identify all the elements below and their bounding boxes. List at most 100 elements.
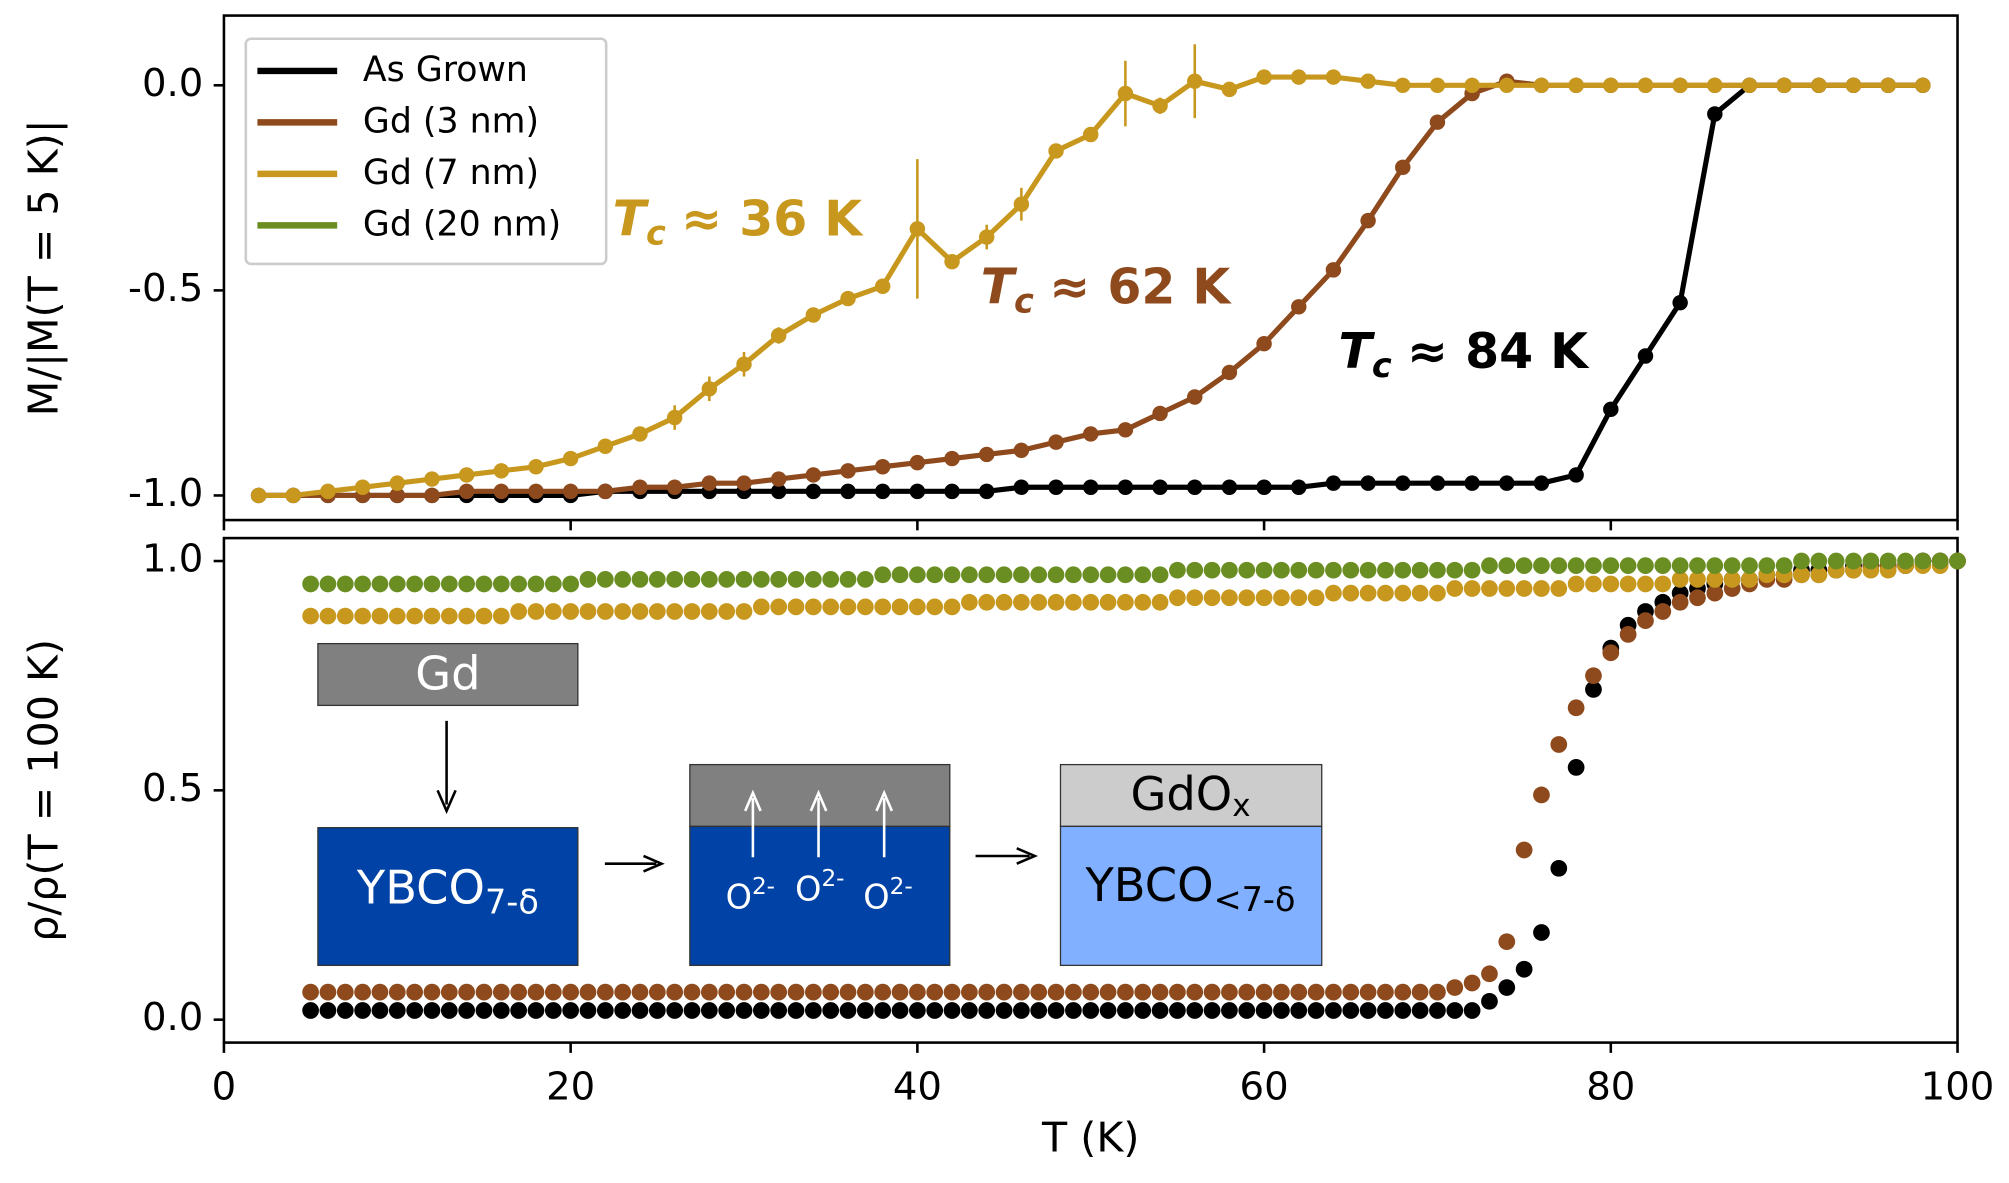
tc-annotation: Tc ≈ 84 K — [1338, 323, 1590, 385]
data-point — [1914, 552, 1932, 570]
y-tick-label: -0.5 — [128, 266, 203, 311]
data-point — [1082, 1002, 1100, 1019]
data-point — [631, 603, 649, 620]
data-point — [1672, 77, 1688, 94]
data-point — [1169, 589, 1186, 607]
data-point — [1810, 566, 1828, 584]
data-point — [995, 593, 1013, 611]
data-point — [1931, 552, 1949, 570]
legend-label: Gd (20 nm) — [363, 204, 561, 244]
data-point — [614, 1002, 632, 1019]
ion-label: O2- — [726, 873, 775, 916]
data-point — [840, 463, 856, 479]
data-point — [1047, 566, 1065, 584]
data-point — [700, 983, 718, 1001]
data-point — [926, 1002, 944, 1019]
data-point — [371, 607, 389, 625]
data-point — [354, 1002, 371, 1019]
data-point — [874, 459, 891, 475]
data-point — [943, 598, 961, 616]
data-point — [250, 487, 267, 504]
data-point — [1134, 983, 1152, 1001]
tc-annotation: Tc ≈ 36 K — [613, 190, 865, 252]
data-point — [1533, 557, 1550, 574]
data-point — [1897, 552, 1914, 570]
data-point — [701, 475, 718, 491]
data-point — [1030, 983, 1048, 1001]
data-point — [1775, 557, 1793, 574]
data-point — [527, 1002, 545, 1019]
data-point — [424, 471, 440, 487]
data-point — [736, 475, 752, 491]
data-point — [1047, 593, 1065, 611]
data-point — [614, 983, 632, 1001]
data-point — [1654, 575, 1672, 593]
data-point — [752, 598, 770, 616]
ion-label: O2- — [863, 873, 912, 916]
cap-label: GdOx — [1130, 766, 1250, 823]
data-point — [1359, 1002, 1377, 1019]
data-point — [944, 450, 960, 467]
data-point — [319, 575, 337, 593]
data-point — [302, 575, 319, 593]
data-point — [1221, 561, 1238, 579]
data-point — [389, 475, 406, 491]
data-point — [1013, 983, 1030, 1001]
x-tick-label: 80 — [1586, 1064, 1635, 1109]
data-point — [752, 1002, 770, 1019]
data-point — [1637, 575, 1654, 593]
data-point — [406, 1002, 423, 1019]
data-point — [683, 1002, 701, 1019]
data-point — [700, 1002, 718, 1019]
data-point — [1550, 580, 1568, 597]
data-point — [856, 598, 874, 616]
data-point — [320, 483, 336, 500]
data-point — [804, 1002, 822, 1019]
data-point — [805, 307, 822, 323]
y-tick-label: -1.0 — [128, 471, 203, 516]
data-point — [1238, 561, 1256, 579]
data-point — [1602, 575, 1620, 593]
data-point — [840, 483, 856, 500]
data-point — [770, 598, 788, 616]
data-point — [1152, 98, 1168, 114]
data-point — [1567, 557, 1585, 574]
data-point — [423, 575, 441, 593]
data-point — [406, 607, 423, 625]
data-point — [302, 983, 319, 1001]
data-point — [1221, 81, 1238, 98]
data-point — [492, 607, 510, 625]
data-point — [648, 571, 666, 588]
data-point — [596, 571, 614, 588]
data-point — [510, 603, 528, 620]
data-point — [336, 607, 354, 625]
data-point — [891, 983, 909, 1001]
data-point — [1446, 561, 1464, 579]
data-point — [579, 603, 597, 620]
data-point — [891, 1002, 909, 1019]
data-point — [1499, 475, 1515, 491]
data-point — [1065, 983, 1082, 1001]
data-point — [909, 221, 926, 237]
data-point — [683, 603, 701, 620]
data-point — [1793, 552, 1810, 570]
data-point — [493, 463, 510, 479]
data-point — [1567, 759, 1585, 776]
data-point — [735, 571, 753, 588]
data-point — [1325, 262, 1342, 278]
data-point — [492, 1002, 510, 1019]
data-point — [1186, 589, 1204, 607]
data-point — [1619, 626, 1637, 643]
data-point — [978, 983, 996, 1001]
x-tick-label: 100 — [1921, 1064, 1995, 1109]
data-point — [1463, 561, 1481, 579]
y-axis-label: ρ/ρ(T = 100 K) — [19, 639, 67, 942]
data-point — [770, 1002, 788, 1019]
data-point — [787, 1002, 805, 1019]
data-point — [493, 483, 510, 500]
data-point — [1152, 405, 1168, 422]
legend-box — [244, 37, 608, 266]
data-point — [1325, 983, 1342, 1001]
data-point — [1117, 85, 1134, 102]
data-point — [1325, 584, 1342, 602]
